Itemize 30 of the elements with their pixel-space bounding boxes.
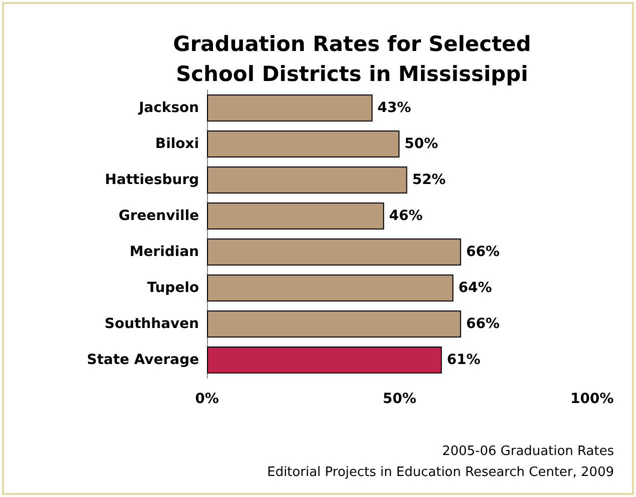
bar (207, 238, 462, 266)
y-tick-label: State Average (86, 352, 199, 368)
bar (207, 310, 462, 338)
data-label: 50% (404, 136, 438, 152)
bar (207, 94, 373, 122)
bar (207, 130, 400, 158)
text: 2005-06 Graduation Rates (442, 444, 614, 459)
data-label: 61% (446, 352, 480, 368)
bar (207, 274, 454, 302)
data-label: 66% (466, 244, 500, 260)
data-label: 43% (378, 100, 412, 116)
bar (207, 346, 442, 374)
bar (207, 166, 408, 194)
y-tick-label: Meridian (130, 244, 199, 260)
chart-title: Graduation Rates for Selected School Districts in Mississippi (172, 32, 532, 86)
data-label: 66% (466, 316, 500, 332)
data-label: 64% (458, 280, 492, 296)
x-tick-label: 50% (382, 391, 416, 407)
data-label: 52% (412, 172, 446, 188)
x-tick-label: 0% (195, 391, 219, 407)
y-tick-label: Greenville (118, 208, 199, 224)
data-label: 46% (389, 208, 423, 224)
text: Editorial Projects in Education Research Center, 2009 (267, 465, 614, 480)
y-tick-label: Tupelo (147, 280, 200, 296)
y-tick-label: Jackson (138, 100, 199, 116)
x-tick-label: 100% (570, 391, 614, 407)
y-tick-label: Biloxi (155, 136, 199, 152)
y-tick-label: Hattiesburg (104, 172, 199, 188)
bar (207, 202, 384, 230)
y-tick-label: Southhaven (104, 316, 199, 332)
